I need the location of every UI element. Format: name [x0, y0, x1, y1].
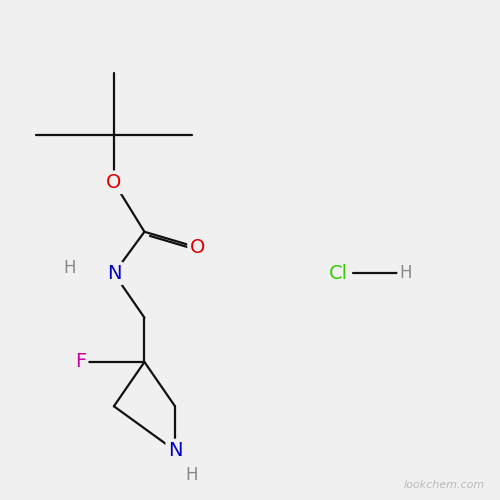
Text: N: N: [106, 264, 121, 283]
Text: O: O: [106, 173, 122, 192]
Text: lookchem.com: lookchem.com: [404, 480, 485, 490]
Text: N: N: [168, 441, 182, 460]
Text: H: H: [186, 466, 198, 484]
Text: H: H: [400, 264, 412, 282]
Text: H: H: [63, 259, 76, 277]
Text: F: F: [75, 352, 86, 372]
Text: O: O: [190, 238, 205, 257]
Text: Cl: Cl: [330, 264, 348, 283]
